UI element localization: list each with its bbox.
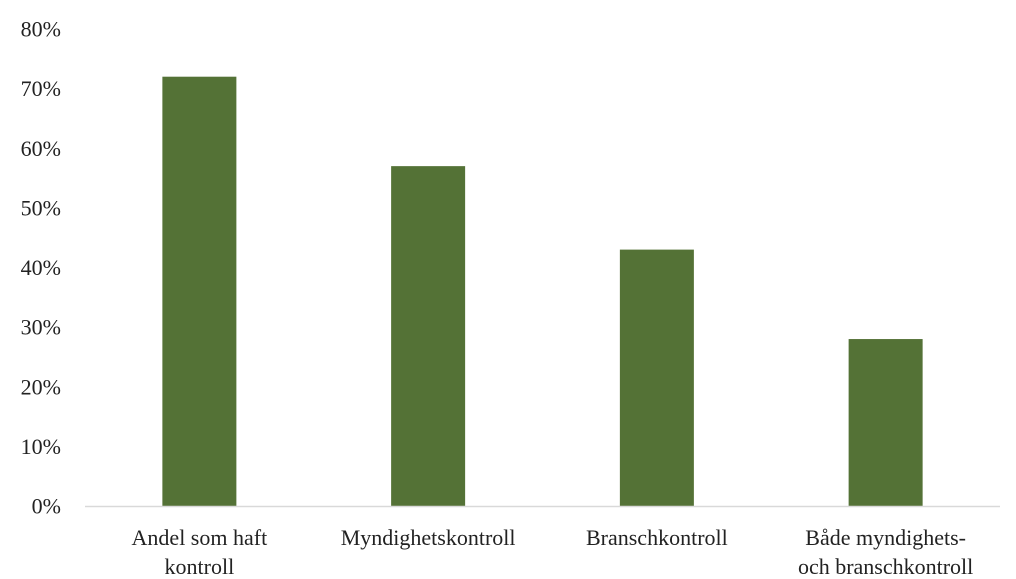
x-axis-category-labels: Andel som haft kontroll Myndighetskontroll… bbox=[132, 525, 974, 579]
x-category-label: Myndighetskontroll bbox=[341, 525, 516, 550]
y-tick-label: 30% bbox=[21, 315, 61, 340]
x-category-label: Branschkontroll bbox=[586, 525, 728, 550]
x-category-label-line: Både myndighets- bbox=[805, 525, 966, 550]
bar bbox=[848, 339, 923, 506]
y-tick-label: 40% bbox=[21, 255, 61, 280]
x-category-label: Andel som haft kontroll bbox=[132, 525, 268, 579]
y-tick-label: 70% bbox=[21, 76, 61, 101]
x-category-label-line: Andel som haft bbox=[132, 525, 268, 550]
y-tick-label: 60% bbox=[21, 136, 61, 161]
y-tick-label: 80% bbox=[21, 17, 61, 42]
y-tick-label: 50% bbox=[21, 195, 61, 220]
bar bbox=[619, 249, 694, 507]
y-axis-tick-labels: 0% 10% 20% 30% 40% 50% 60% 70% 80% bbox=[21, 17, 61, 519]
y-tick-label: 20% bbox=[21, 374, 61, 399]
y-tick-label: 10% bbox=[21, 434, 61, 459]
y-tick-label: 0% bbox=[32, 494, 61, 519]
x-category-label-line: Myndighetskontroll bbox=[341, 525, 516, 550]
x-category-label-line: kontroll bbox=[165, 554, 235, 579]
x-category-label: Både myndighets-och branschkontroll bbox=[798, 525, 973, 579]
x-category-label-line: och branschkontroll bbox=[798, 554, 973, 579]
bar bbox=[391, 166, 466, 506]
x-category-label-line: Branschkontroll bbox=[586, 525, 728, 550]
bar bbox=[162, 76, 237, 506]
bars bbox=[162, 76, 923, 507]
